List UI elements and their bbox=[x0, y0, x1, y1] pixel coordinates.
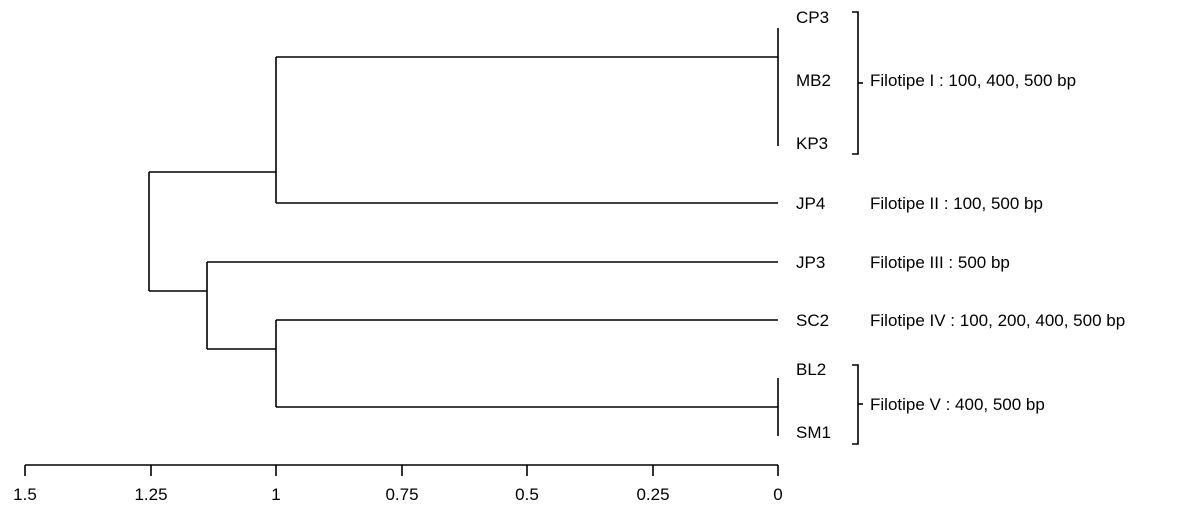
group-label-filotipe-5: Filotipe V : 400, 500 bp bbox=[870, 395, 1045, 414]
leaf-label-kp3: KP3 bbox=[796, 134, 828, 153]
leaf-label-jp4: JP4 bbox=[796, 194, 825, 213]
axis-tick-label-0-25: 0.25 bbox=[636, 485, 669, 504]
dendrogram-tree bbox=[148, 28, 779, 436]
axis-tick-label-1-25: 1.25 bbox=[134, 485, 167, 504]
axis-tick-label-1: 1 bbox=[271, 485, 280, 504]
group-label-filotipe-2: Filotipe II : 100, 500 bp bbox=[870, 194, 1043, 213]
axis-tick-label-0-75: 0.75 bbox=[385, 485, 418, 504]
bracket-filotipe-1 bbox=[852, 11, 859, 155]
group-labels: Filotipe I : 100, 400, 500 bp Filotipe I… bbox=[870, 71, 1125, 414]
bracket-filotipe-5 bbox=[852, 364, 859, 445]
leaf-label-sc2: SC2 bbox=[796, 311, 829, 330]
group-label-filotipe-1: Filotipe I : 100, 400, 500 bp bbox=[870, 71, 1076, 90]
leaf-labels: CP3 MB2 KP3 JP4 JP3 SC2 BL2 SM1 bbox=[796, 8, 831, 442]
axis-tick-label-1-5: 1.5 bbox=[13, 485, 37, 504]
group-label-filotipe-3: Filotipe III : 500 bp bbox=[870, 253, 1010, 272]
axis-tick-label-0-5: 0.5 bbox=[515, 485, 539, 504]
leaf-label-bl2: BL2 bbox=[796, 360, 826, 379]
group-label-filotipe-4: Filotipe IV : 100, 200, 400, 500 bp bbox=[870, 311, 1125, 330]
leaf-label-jp3: JP3 bbox=[796, 253, 825, 272]
distance-axis: 1.5 1.25 1 0.75 0.5 0.25 0 bbox=[13, 464, 783, 504]
axis-tick-label-0: 0 bbox=[773, 485, 782, 504]
leaf-label-mb2: MB2 bbox=[796, 71, 831, 90]
leaf-label-sm1: SM1 bbox=[796, 423, 831, 442]
group-brackets bbox=[852, 11, 863, 445]
leaf-label-cp3: CP3 bbox=[796, 8, 829, 27]
